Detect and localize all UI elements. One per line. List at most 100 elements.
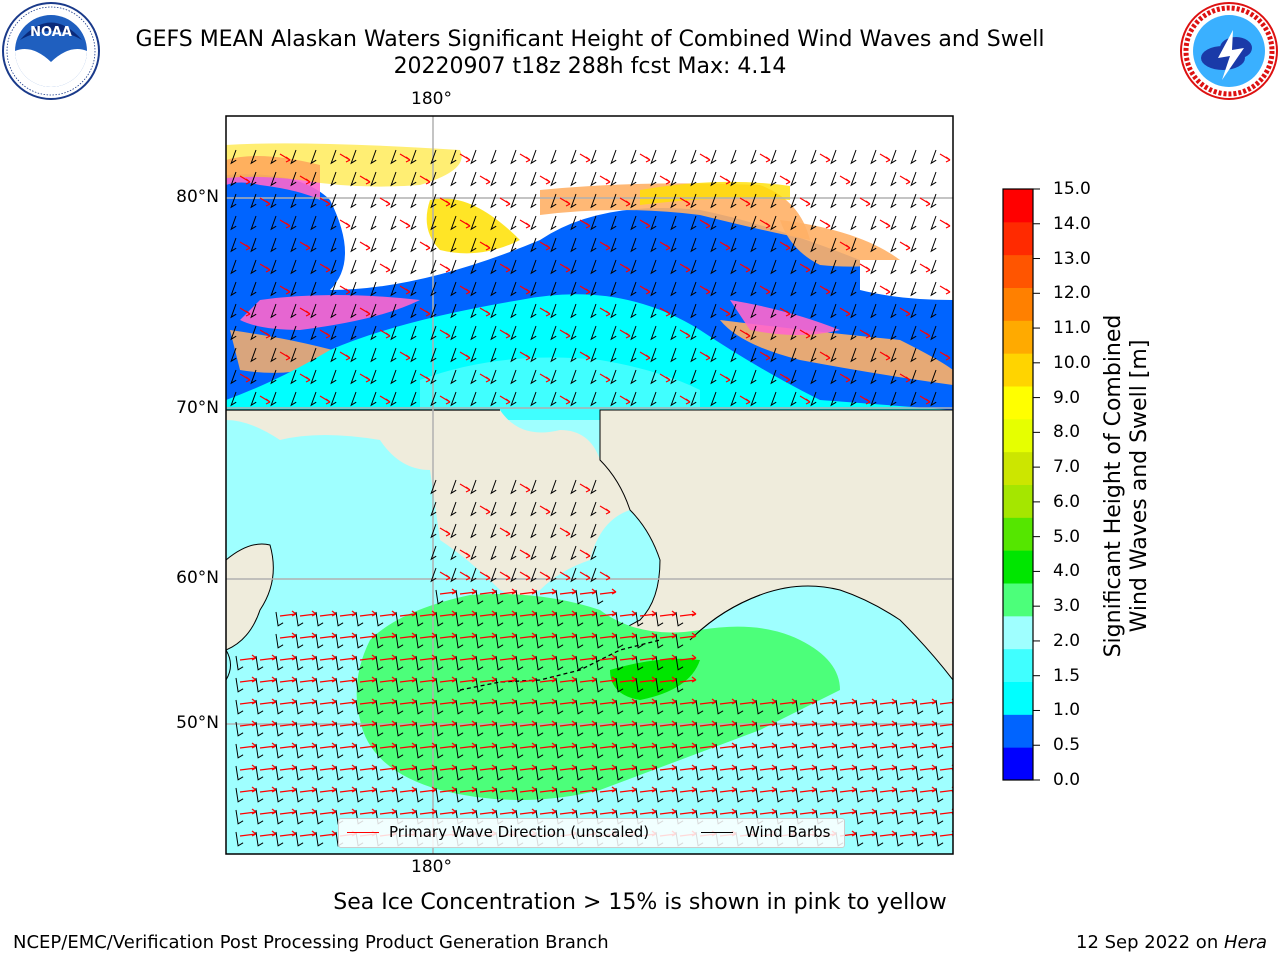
wind-barb [655, 721, 664, 737]
wind-barb [270, 369, 277, 385]
wind-barb [515, 589, 524, 605]
wind-barb [630, 391, 637, 407]
wind-barb [895, 831, 904, 847]
wave-direction-arrow [439, 632, 457, 639]
wind-barb [930, 325, 937, 341]
wind-barb [535, 633, 544, 649]
wave-direction-arrow [319, 654, 337, 661]
wave-direction-arrow [479, 571, 491, 581]
wave-direction-arrow [519, 219, 531, 229]
wind-barb [455, 743, 464, 759]
wave-direction-arrow [519, 610, 537, 617]
wind-barb [895, 699, 904, 715]
wave-direction-arrow [319, 610, 337, 617]
wind-barb [730, 281, 737, 297]
wind-barb [315, 677, 324, 693]
wind-barb [750, 237, 757, 253]
wind-barb [870, 215, 877, 231]
wind-barb [695, 743, 704, 759]
wind-barb [570, 237, 577, 253]
wind-barb [590, 259, 597, 275]
wind-barb [410, 259, 417, 275]
wind-barb [330, 347, 337, 363]
wave-direction-arrow [799, 786, 817, 793]
wind-barb [890, 215, 897, 231]
wind-barb [390, 215, 397, 231]
wind-barb [810, 369, 817, 385]
wind-barb [795, 743, 804, 759]
wind-barb [710, 237, 717, 253]
wind-barb [375, 699, 384, 715]
wind-barb [575, 633, 584, 649]
wave-direction-arrow [479, 720, 497, 727]
wave-direction-arrow [279, 720, 297, 727]
wind-barb [455, 611, 464, 627]
wave-direction-arrow [539, 571, 551, 581]
wind-barb [275, 721, 284, 737]
wave-direction-arrow [699, 153, 711, 163]
wind-barb [910, 303, 917, 319]
wind-barb [315, 633, 324, 649]
wind-barb [915, 809, 924, 825]
wind-barb [570, 259, 577, 275]
wind-barb [410, 347, 417, 363]
wind-barb [790, 259, 797, 275]
wave-direction-arrow [459, 610, 477, 617]
wind-barb [690, 193, 697, 209]
wind-barb [450, 303, 457, 319]
wave-direction-arrow [939, 285, 951, 295]
wind-barb [930, 369, 937, 385]
wave-direction-arrow [359, 241, 371, 251]
colorbar-tick-label: 4.0 [1053, 561, 1081, 582]
wind-barb [315, 831, 324, 847]
wave-direction-arrow [439, 698, 457, 705]
wind-barb [835, 721, 844, 737]
wind-barb [695, 699, 704, 715]
wind-barb [870, 237, 877, 253]
wave-direction-arrow [799, 197, 811, 207]
wind-barb [810, 325, 817, 341]
wind-barb [370, 325, 377, 341]
wind-barb [855, 721, 864, 737]
wave-direction-arrow [439, 808, 457, 815]
wave-direction-arrow [759, 698, 777, 705]
wave-direction-arrow [619, 197, 631, 207]
wind-barb [550, 149, 557, 165]
wave-direction-arrow [539, 654, 557, 661]
wave-direction-arrow [359, 742, 377, 749]
wind-barb [410, 149, 417, 165]
wave-direction-arrow [479, 505, 491, 515]
colorbar-segment [1003, 320, 1033, 354]
wind-barb [310, 193, 317, 209]
wind-barb [455, 677, 464, 693]
wind-barb [510, 391, 517, 407]
wind-barb [810, 281, 817, 297]
wind-barb [895, 721, 904, 737]
wind-barb [510, 325, 517, 341]
wave-direction-arrow [299, 175, 311, 185]
wave-direction-arrow [759, 285, 771, 295]
wave-direction-arrow [639, 285, 651, 295]
wind-barb [435, 677, 444, 693]
wave-direction-arrow [539, 307, 551, 317]
wave-direction-arrow [359, 808, 377, 815]
wind-barb [370, 171, 377, 187]
wave-direction-arrow [619, 632, 637, 639]
wind-barb [250, 325, 257, 341]
wind-barb [930, 259, 937, 275]
wave-direction-arrow [719, 241, 731, 251]
wave-direction-arrow [839, 175, 851, 185]
wind-barb [370, 391, 377, 407]
wind-barb [850, 303, 857, 319]
wave-direction-arrow [319, 395, 331, 405]
wave-direction-arrow [799, 263, 811, 273]
wave-direction-arrow [359, 654, 377, 661]
wind-barb [550, 237, 557, 253]
wind-barb [830, 215, 837, 231]
wind-barb [515, 787, 524, 803]
wave-direction-arrow [379, 632, 397, 639]
wave-direction-arrow [439, 571, 451, 581]
wind-barb [670, 347, 677, 363]
wave-direction-arrow [399, 632, 417, 639]
wave-direction-arrow [279, 786, 297, 793]
